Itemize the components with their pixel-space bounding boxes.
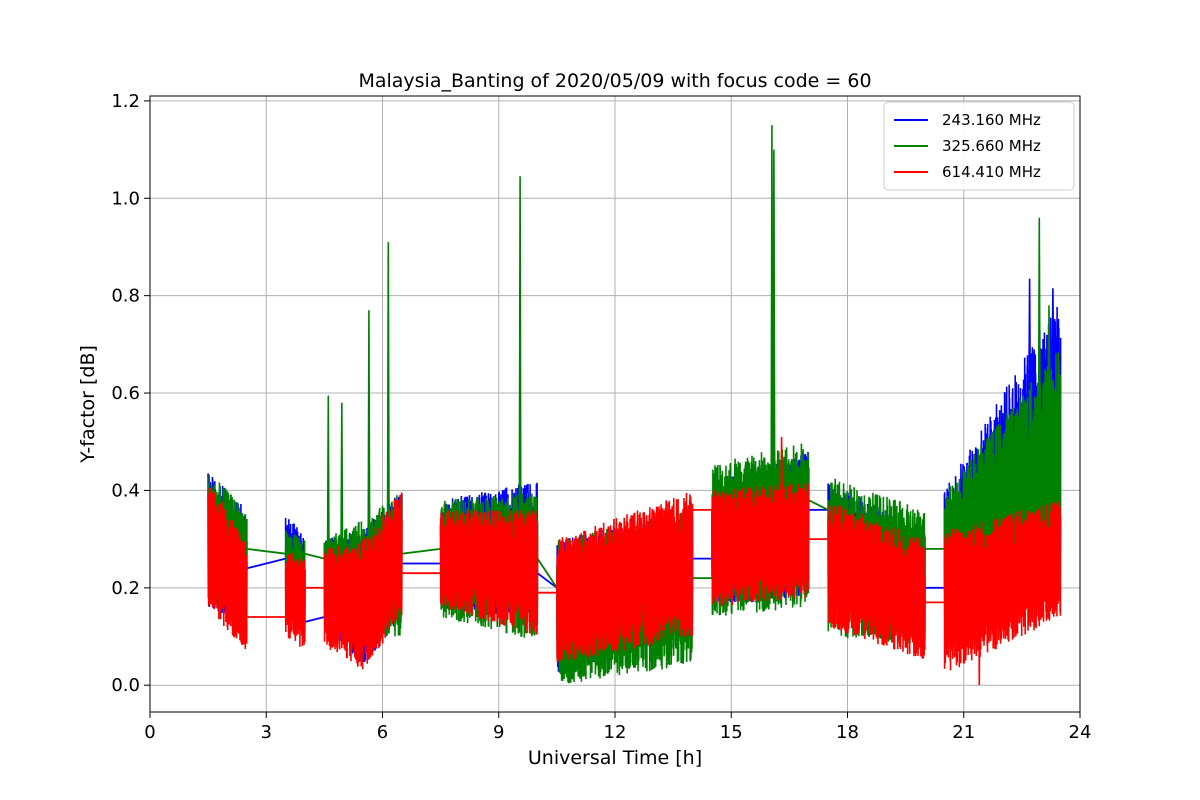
x-axis-label: Universal Time [h]: [528, 747, 702, 769]
legend-entry: 243.160 MHz: [942, 111, 1041, 129]
x-tick-label: 24: [1069, 722, 1092, 743]
y-tick-label: 1.0: [111, 188, 140, 209]
legend-box: [883, 101, 1075, 191]
x-tick-label: 0: [144, 722, 155, 743]
x-tick-label: 3: [261, 722, 272, 743]
x-tick-label: 9: [493, 722, 504, 743]
y-tick-label: 0.6: [111, 383, 140, 404]
series-spike: [367, 310, 371, 550]
legend-entry: 325.660 MHz: [942, 137, 1041, 155]
chart-title: Malaysia_Banting of 2020/05/09 with focu…: [358, 70, 871, 92]
y-tick-label: 1.2: [111, 91, 140, 112]
series-segment: [323, 492, 403, 670]
series-connector: [246, 509, 945, 623]
y-tick-label: 0.4: [111, 480, 140, 501]
y-tick-label: 0.0: [111, 675, 140, 696]
series-segment: [207, 487, 248, 650]
series-spike: [386, 242, 390, 538]
legend-entry: 614.410 MHz: [942, 163, 1041, 181]
series-spike: [340, 402, 344, 562]
series-segment: [556, 492, 694, 663]
series-spike: [1037, 217, 1041, 434]
axis-ticks: 0 3 6 9 12 15 18 21 24 0.0 0.2 0.4 0.6 0.8 1.0 1.2: [111, 91, 1091, 743]
series-segment: [943, 501, 1062, 671]
x-tick-label: 12: [604, 722, 627, 743]
series-spike: [770, 125, 774, 497]
series-spike: [772, 149, 776, 497]
series-spike: [977, 553, 981, 686]
series-segment: [827, 504, 926, 659]
series-connector: [246, 499, 945, 589]
y-tick-label: 0.8: [111, 286, 140, 307]
legend: 243.160 MHz 325.660 MHz 614.410 MHz: [883, 101, 1075, 191]
plot-series: [207, 125, 1062, 686]
x-tick-label: 18: [836, 722, 859, 743]
series-spike: [1028, 278, 1032, 416]
x-tick-label: 21: [952, 722, 975, 743]
series-spike: [326, 395, 330, 567]
y-tick-label: 0.2: [111, 578, 140, 599]
series-spike: [1047, 305, 1051, 425]
series-segment: [284, 553, 306, 647]
series-spike: [1051, 288, 1055, 385]
series-segment: [711, 482, 810, 607]
x-tick-label: 6: [377, 722, 388, 743]
x-tick-label: 15: [720, 722, 743, 743]
y-axis-label: Y-factor [dB]: [77, 345, 99, 464]
series-spike: [518, 176, 522, 531]
series-spike: [780, 436, 784, 524]
series-connector: [246, 509, 945, 618]
series-segment: [439, 510, 539, 635]
series-segment: [943, 352, 1062, 605]
